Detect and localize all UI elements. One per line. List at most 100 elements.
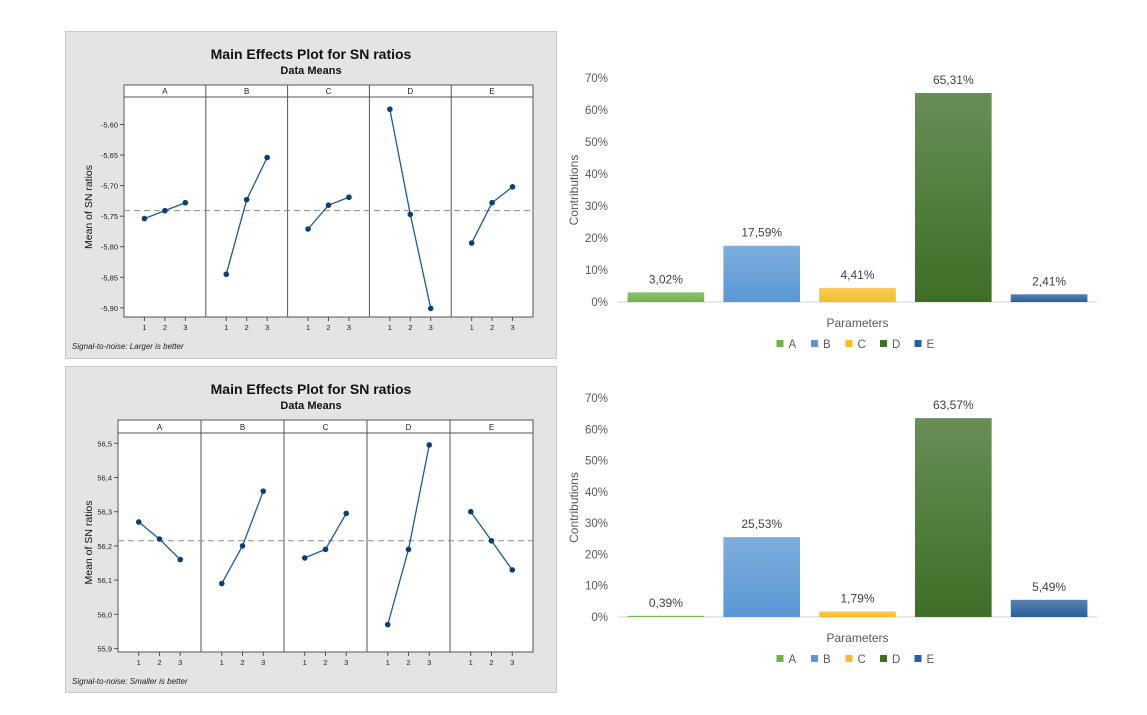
y-tick-label: 30% — [585, 518, 608, 530]
y-axis-label: Contributions — [567, 155, 581, 226]
x-tick-label: 1 — [142, 323, 146, 332]
y-tick-label: 70% — [585, 73, 608, 85]
legend-label-d: D — [892, 654, 900, 666]
x-tick-label: 2 — [490, 323, 494, 332]
data-point-a — [162, 207, 168, 214]
legend-label-c: C — [858, 654, 866, 666]
contribution-chart-smaller: 0% 10% 20% 30% 40% 50% 60% 70% Contributions 0,39… — [562, 382, 1107, 674]
y-tick-label: 50% — [585, 456, 608, 468]
x-tick-label: 2 — [326, 323, 330, 332]
y-tick-label: 56,4 — [97, 473, 112, 482]
y-tick-label: 0% — [591, 612, 608, 624]
y-tick-label: 60% — [585, 105, 608, 117]
data-point-d — [426, 442, 433, 448]
x-tick-label: 1 — [388, 323, 392, 332]
y-tick-label: -5,75 — [101, 212, 118, 221]
facet-label: B — [244, 87, 249, 96]
legend-swatch-a — [776, 655, 784, 662]
data-point-e — [488, 537, 495, 544]
data-label-b: 25,53% — [741, 517, 782, 531]
data-label-c: 1,79% — [840, 591, 874, 605]
data-point-c — [322, 546, 329, 553]
legend-swatch-e — [914, 340, 922, 347]
y-tick-label: -5,85 — [101, 273, 118, 282]
facet-label: D — [406, 423, 412, 432]
data-point-e — [468, 240, 475, 246]
y-axis-label: Mean of SN ratios — [83, 500, 95, 584]
contribution-chart-larger: 0% 10% 20% 30% 40% 50% 60% 70% Contributions 3,02… — [562, 62, 1107, 362]
legend-label-d: D — [892, 339, 900, 351]
data-point-b — [260, 488, 267, 494]
legend-swatch-d — [880, 655, 887, 662]
y-tick-label: 20% — [585, 549, 608, 561]
y-tick-label: -5,60 — [101, 121, 118, 130]
data-point-a — [156, 536, 163, 542]
facet-label: E — [489, 423, 494, 432]
y-tick-label: 56,0 — [97, 610, 112, 619]
y-tick-label: 20% — [585, 233, 608, 245]
y-tick-label: -5,80 — [101, 243, 118, 252]
x-tick-label: 1 — [137, 658, 141, 667]
data-point-b — [223, 271, 230, 278]
data-point-c — [325, 202, 332, 208]
x-tick-label: 3 — [183, 323, 187, 332]
y-tick-label: 56,1 — [97, 576, 112, 585]
y-tick-label: 60% — [585, 424, 608, 436]
facet-label: A — [157, 423, 163, 432]
legend-label-b: B — [823, 339, 831, 351]
x-tick-label: 2 — [163, 323, 167, 332]
x-tick-label: 3 — [347, 323, 351, 332]
data-point-a — [135, 519, 142, 525]
data-point-c — [305, 226, 311, 232]
data-point-e — [467, 508, 474, 515]
bar-d — [914, 93, 992, 302]
data-label-c: 4,41% — [840, 268, 874, 282]
y-axis-label: Mean of SN ratios — [83, 165, 95, 249]
legend-label-c: C — [858, 339, 866, 351]
chart-title: Main Effects Plot for SN ratios — [211, 46, 412, 62]
legend-label-a: A — [789, 339, 797, 351]
data-label-e: 5,49% — [1032, 580, 1066, 594]
x-tick-label: 3 — [429, 323, 433, 332]
bar-e — [1010, 599, 1088, 617]
data-point-c — [301, 555, 308, 561]
y-tick-label: 0% — [591, 297, 608, 309]
main-effects-panel-smaller: Main Effects Plot for SN ratios Data Mean… — [65, 366, 557, 693]
facet-label: D — [407, 87, 413, 96]
x-tick-label: 1 — [306, 323, 310, 332]
x-tick-label: 1 — [386, 658, 390, 667]
y-tick-label: 56,3 — [97, 508, 112, 517]
y-axis-label: Contributions — [567, 472, 581, 543]
bar-a — [627, 615, 705, 617]
data-point-a — [141, 215, 148, 222]
data-point-b — [239, 543, 246, 549]
facet-label: B — [240, 423, 245, 432]
y-tick-label: 30% — [585, 201, 608, 213]
chart-title: Main Effects Plot for SN ratios — [211, 381, 412, 397]
x-tick-label: 2 — [157, 658, 161, 667]
main-effects-chart-smaller: Main Effects Plot for SN ratios Data Mean… — [72, 381, 534, 686]
facet-label: C — [323, 423, 329, 432]
legend-label-a: A — [789, 654, 797, 666]
x-tick-label: 1 — [470, 323, 474, 332]
data-point-b — [243, 196, 250, 203]
data-point-e — [489, 199, 495, 206]
x-tick-label: 1 — [224, 323, 228, 332]
x-tick-label: 2 — [406, 658, 410, 667]
contribution-bar-chart-smaller: 0% 10% 20% 30% 40% 50% 60% 70% Contributions 0,39… — [567, 393, 1097, 666]
bar-e — [1010, 294, 1088, 302]
bar-b — [723, 537, 801, 617]
data-point-a — [177, 556, 184, 563]
legend-swatch-b — [811, 340, 818, 347]
x-tick-label: 3 — [344, 658, 348, 667]
data-point-e — [509, 567, 516, 573]
legend-swatch-a — [776, 340, 784, 347]
data-point-b — [264, 154, 270, 161]
main-effects-chart-larger: Main Effects Plot for SN ratios Data Mean… — [72, 46, 534, 351]
data-label-e: 2,41% — [1032, 274, 1066, 288]
main-effects-panel-larger: Main Effects Plot for SN ratios Data Mean… — [65, 31, 557, 359]
data-point-a — [182, 199, 189, 206]
y-tick-label: 50% — [585, 137, 608, 149]
data-point-d — [384, 621, 391, 628]
legend-swatch-b — [811, 655, 818, 662]
